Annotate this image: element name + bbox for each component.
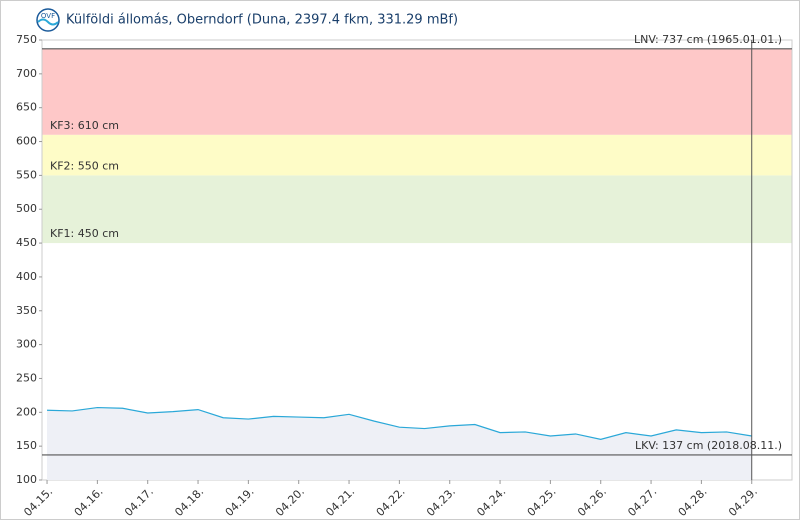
chart-title: Külföldi állomás, Oberndorf (Duna, 2397.… [66,13,458,28]
reference-label: LNV: 737 cm (1965.01.01.) [634,33,782,46]
warning-band [42,134,792,176]
area-fill [47,407,752,480]
y-tick-label: 200 [16,405,37,418]
y-tick-label: 450 [16,236,37,249]
y-tick-label: 300 [16,338,37,351]
y-tick-label: 250 [16,371,37,384]
water-level-line [47,406,752,441]
logo: OVF [36,8,60,32]
y-tick-label: 550 [16,168,37,181]
y-tick-label: 500 [16,202,37,215]
y-tick-label: 400 [16,270,37,283]
y-tick-label: 100 [16,473,37,486]
warning-band [42,175,792,244]
svg-text:OVF: OVF [41,12,55,20]
y-tick-label: 600 [16,135,37,148]
y-tick-label: 350 [16,304,37,317]
y-tick-label: 650 [16,101,37,114]
band-label: KF3: 610 cm [50,119,119,132]
y-tick-label: 750 [16,33,37,46]
band-label: KF2: 550 cm [50,159,119,172]
band-label: KF1: 450 cm [50,227,119,240]
y-tick-label: 150 [16,439,37,452]
reference-label: LKV: 137 cm (2018.08.11.) [635,439,782,452]
y-tick-label: 700 [16,67,37,80]
warning-band [42,48,792,135]
